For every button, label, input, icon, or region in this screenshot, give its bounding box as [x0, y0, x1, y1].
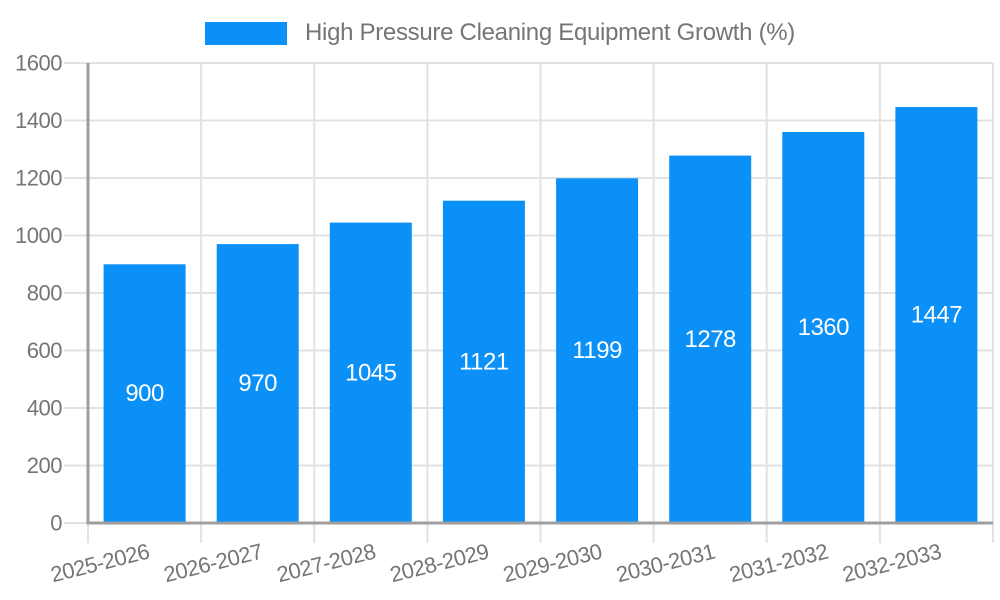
bar-value-label: 1278 — [685, 326, 737, 353]
chart-legend: High Pressure Cleaning Equipment Growth … — [0, 19, 1000, 47]
y-tick-label: 1000 — [15, 223, 62, 248]
bar-2030-2031[interactable] — [669, 155, 752, 523]
x-category-label: 2028-2029 — [387, 539, 491, 588]
bar-series — [103, 107, 978, 524]
bar-value-label: 1447 — [911, 302, 963, 329]
bar-value-label: 900 — [125, 380, 164, 407]
bar-value-label: 1360 — [798, 314, 850, 341]
bar-value-label: 1199 — [572, 337, 622, 364]
y-tick-label: 1400 — [15, 108, 62, 133]
y-tick-label: 600 — [27, 338, 62, 363]
bar-value-label: 1121 — [459, 348, 509, 375]
x-axis-labels: 2025-2026 2026-2027 2027-2028 2028-2029 2029… — [48, 539, 944, 588]
bar-value-label: 1045 — [345, 359, 397, 386]
x-category-label: 2031-2032 — [727, 539, 831, 588]
bar-2028-2029[interactable] — [442, 200, 525, 523]
x-category-label: 2027-2028 — [274, 539, 378, 588]
legend-swatch — [205, 21, 287, 45]
y-tick-label: 400 — [27, 396, 62, 421]
bar-2027-2028[interactable] — [329, 222, 412, 523]
x-category-label: 2025-2026 — [48, 539, 152, 588]
legend-label: High Pressure Cleaning Equipment Growth … — [305, 19, 795, 46]
legend-item-growth[interactable]: High Pressure Cleaning Equipment Growth … — [205, 19, 795, 47]
x-category-label: 2032-2033 — [840, 539, 944, 588]
bar-2026-2027[interactable] — [216, 244, 299, 523]
bar-2032-2033[interactable] — [895, 107, 978, 523]
x-category-label: 2026-2027 — [161, 539, 265, 588]
bar-2025-2026[interactable] — [103, 264, 186, 524]
bar-value-label: 970 — [238, 370, 277, 397]
bar-value-labels: 900 970 1045 1121 1199 1278 1360 1447 — [125, 302, 962, 408]
y-tick-label: 1200 — [15, 166, 62, 191]
y-tick-label: 800 — [27, 281, 62, 306]
y-axis-labels: 0 200 400 600 800 1000 1200 1400 1600 — [15, 51, 63, 536]
bar-2029-2030[interactable] — [556, 178, 639, 524]
x-category-label: 2029-2030 — [500, 539, 604, 588]
y-tick-label: 200 — [27, 453, 62, 478]
x-category-label: 2030-2031 — [614, 539, 718, 588]
y-tick-label: 0 — [50, 511, 62, 536]
bar-2031-2032[interactable] — [782, 132, 865, 523]
y-tick-label: 1600 — [15, 51, 62, 76]
